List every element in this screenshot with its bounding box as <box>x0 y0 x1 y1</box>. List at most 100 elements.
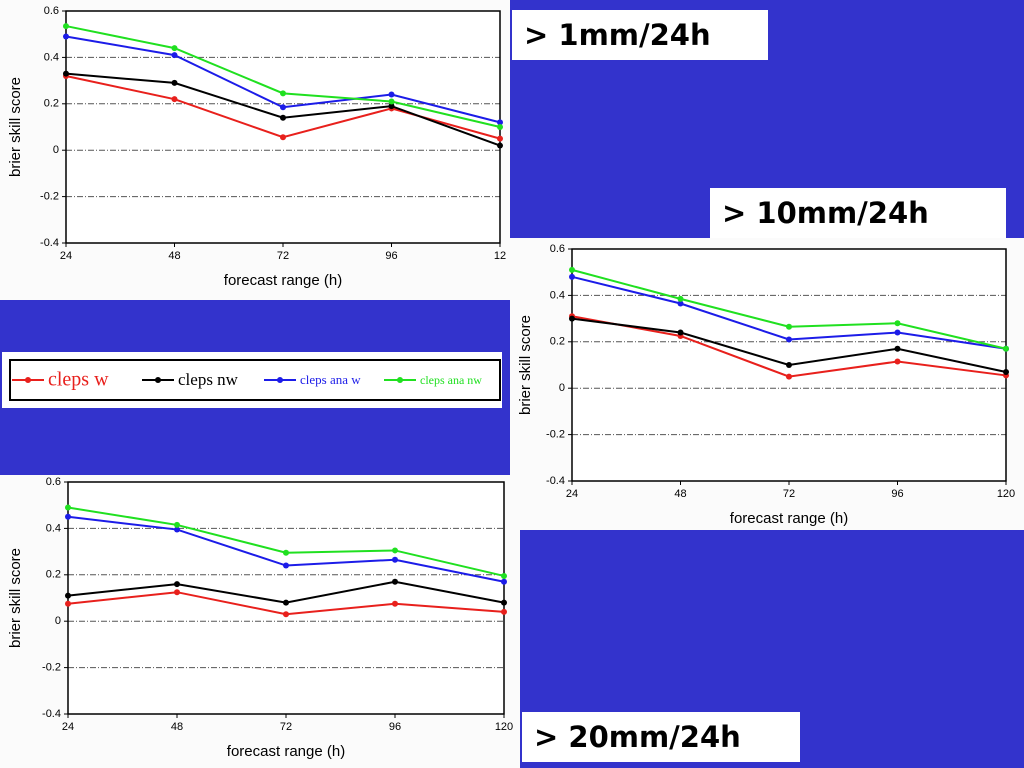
point <box>894 320 901 327</box>
point <box>388 98 395 105</box>
point <box>65 513 71 520</box>
point <box>392 600 398 607</box>
x-tick-label: 120 <box>495 721 513 733</box>
label-10mm: > 10mm/24h <box>710 188 1006 238</box>
point <box>497 119 503 126</box>
plot-area <box>68 482 504 714</box>
y-tick-label: 0 <box>53 144 59 156</box>
point <box>569 273 575 280</box>
point <box>174 526 180 533</box>
x-axis-label: forecast range (h) <box>227 743 345 760</box>
point <box>174 589 180 596</box>
y-tick-label: 0.6 <box>550 243 565 255</box>
point <box>497 135 503 142</box>
legend-box <box>9 359 501 401</box>
point <box>65 600 71 607</box>
label-1mm: > 1mm/24h <box>512 10 768 60</box>
x-tick-label: 24 <box>60 250 72 262</box>
x-tick-label: 96 <box>891 488 903 500</box>
x-tick-label: 24 <box>62 721 74 733</box>
point <box>280 90 286 97</box>
point <box>171 96 178 103</box>
point <box>497 124 503 130</box>
x-tick-label: 72 <box>783 488 795 500</box>
y-axis-label: brier skill score <box>7 77 24 177</box>
point <box>63 33 69 40</box>
y-axis-label: brier skill score <box>7 548 24 648</box>
legend-marker <box>277 377 283 383</box>
point <box>497 142 503 149</box>
point <box>786 336 792 343</box>
y-tick-label: 0.6 <box>46 476 61 488</box>
point <box>65 592 71 599</box>
point <box>677 295 684 302</box>
y-tick-label: 0 <box>55 615 61 627</box>
legend-label: cleps ana nw <box>420 373 482 387</box>
point <box>786 373 792 380</box>
point <box>569 315 575 322</box>
legend-marker <box>155 377 161 383</box>
point <box>174 581 180 588</box>
y-axis-label: brier skill score <box>517 315 534 415</box>
x-axis-label: forecast range (h) <box>224 272 342 289</box>
point <box>280 104 286 111</box>
legend-label: cleps w <box>48 369 109 391</box>
point <box>392 556 398 563</box>
point <box>283 549 289 556</box>
point <box>501 578 507 585</box>
label-20mm: > 20mm/24h <box>522 712 800 762</box>
y-tick-label: -0.4 <box>42 708 61 720</box>
legend-marker <box>397 377 403 383</box>
point <box>65 504 71 511</box>
chart-panel: -0.4 -0.2 0 0.2 0.4 0.6 24 48 72 96 120 forecast ra… <box>0 475 520 768</box>
y-tick-label: 0.4 <box>46 522 61 534</box>
point <box>894 358 901 365</box>
plot-frame <box>571 248 1007 482</box>
x-tick-label: 96 <box>385 250 397 262</box>
point <box>677 300 684 307</box>
plot-series <box>65 504 507 618</box>
chart-panel: -0.4 -0.2 0 0.2 0.4 0.6 24 48 72 96 120 forecast ra… <box>510 238 1024 530</box>
y-tick-label: -0.4 <box>40 237 59 249</box>
legend-label: cleps nw <box>178 370 239 389</box>
legend-marker <box>25 377 31 383</box>
point <box>283 611 289 618</box>
plot-series <box>63 23 503 149</box>
point <box>501 608 507 615</box>
point <box>283 599 289 606</box>
x-tick-label: 96 <box>389 721 401 733</box>
plot-area <box>66 11 500 243</box>
y-tick-label: 0.2 <box>46 569 61 581</box>
point <box>894 345 901 352</box>
chart-panel: -0.4 -0.2 0 0.2 0.4 0.6 24 48 72 96 12 forecast ran… <box>0 0 510 300</box>
y-tick-label: 0.2 <box>550 336 565 348</box>
point <box>1003 345 1009 352</box>
legend: cleps w cleps nw cleps ana w cleps ana nw <box>2 352 502 408</box>
y-tick-label: -0.2 <box>40 191 59 203</box>
x-tick-label: 24 <box>566 488 578 500</box>
point <box>171 45 178 52</box>
y-tick-label: 0.4 <box>550 289 565 301</box>
point <box>283 562 289 569</box>
y-tick-label: 0.4 <box>44 51 59 63</box>
y-tick-label: -0.4 <box>546 475 565 487</box>
point <box>677 329 684 336</box>
point <box>501 572 507 579</box>
point <box>171 79 178 86</box>
point <box>388 91 395 98</box>
point <box>63 23 69 30</box>
point <box>894 329 901 336</box>
point <box>280 134 286 141</box>
point <box>786 362 792 368</box>
plot-series <box>569 266 1009 380</box>
x-tick-label: 48 <box>168 250 180 262</box>
x-tick-label: 48 <box>674 488 686 500</box>
x-axis-label: forecast range (h) <box>730 510 848 527</box>
point <box>174 521 180 528</box>
legend-label: cleps ana w <box>300 372 361 387</box>
point <box>280 114 286 121</box>
point <box>388 103 395 110</box>
x-tick-label: 12 <box>494 250 506 262</box>
x-tick-label: 72 <box>280 721 292 733</box>
point <box>786 323 792 330</box>
